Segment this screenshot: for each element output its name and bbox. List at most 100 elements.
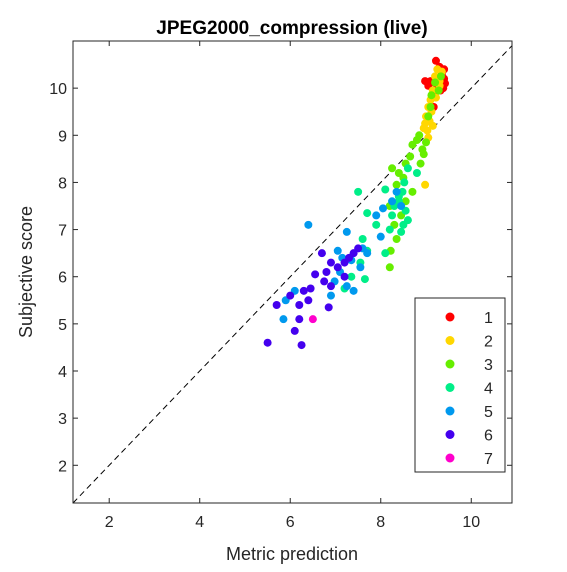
data-point — [381, 185, 390, 194]
data-points — [263, 56, 450, 350]
data-point — [408, 187, 417, 196]
data-point — [317, 249, 326, 258]
data-point — [388, 164, 397, 173]
data-point — [297, 341, 306, 350]
data-point — [436, 72, 445, 81]
y-tick-label: 5 — [58, 317, 67, 334]
data-point — [427, 91, 436, 100]
data-point — [392, 180, 401, 189]
y-tick-label: 4 — [58, 364, 67, 381]
data-point — [342, 282, 351, 291]
data-point — [431, 56, 440, 65]
data-point — [403, 164, 412, 173]
data-point — [392, 187, 401, 196]
data-point — [322, 268, 331, 276]
data-point — [340, 272, 349, 281]
data-point — [286, 291, 295, 300]
data-point — [388, 197, 397, 206]
data-point — [290, 326, 299, 335]
series-3 — [385, 72, 445, 272]
data-point — [421, 180, 430, 189]
data-point — [363, 209, 372, 218]
data-point — [279, 315, 288, 324]
x-tick-label: 4 — [195, 514, 204, 531]
data-point — [304, 220, 313, 229]
data-point — [400, 178, 409, 187]
data-point — [385, 225, 394, 234]
data-point — [397, 227, 406, 236]
data-point — [431, 78, 440, 87]
data-point — [326, 258, 335, 267]
y-tick-label: 3 — [58, 411, 67, 428]
data-point — [324, 303, 333, 312]
series-7 — [308, 315, 317, 324]
data-point — [356, 263, 365, 272]
y-tick-label: 8 — [58, 175, 67, 192]
data-point — [272, 301, 281, 309]
data-point — [428, 121, 437, 130]
data-point — [349, 286, 358, 295]
data-point — [412, 169, 421, 177]
data-point — [408, 140, 417, 149]
series-6 — [263, 244, 363, 350]
data-point — [381, 249, 390, 258]
y-tick-label: 10 — [49, 81, 67, 98]
legend-marker — [445, 359, 455, 369]
y-tick-label: 9 — [58, 128, 67, 145]
legend-marker — [445, 336, 455, 345]
x-tick-label: 2 — [105, 514, 114, 531]
data-point — [426, 103, 435, 111]
legend-marker — [445, 430, 455, 439]
legend-label: 4 — [484, 381, 493, 398]
data-point — [333, 263, 342, 272]
data-point — [358, 235, 367, 243]
x-axis-ticks: 2 4 6 8 10 — [105, 41, 480, 531]
legend-label: 1 — [484, 310, 493, 327]
data-point — [397, 202, 406, 210]
data-point — [263, 338, 272, 347]
x-tick-label: 10 — [462, 514, 480, 531]
data-point — [306, 284, 315, 293]
data-point — [295, 301, 304, 309]
legend: 1 2 3 4 5 6 7 — [414, 297, 506, 473]
data-point — [333, 246, 342, 255]
legend-label: 3 — [484, 357, 493, 374]
data-point — [376, 232, 385, 241]
series-4 — [340, 164, 421, 293]
x-axis-label: Metric prediction — [226, 544, 358, 564]
data-point — [416, 159, 425, 168]
data-point — [406, 152, 415, 161]
data-point — [326, 291, 335, 300]
y-tick-label: 7 — [58, 223, 67, 240]
data-point — [419, 150, 428, 159]
legend-box — [414, 297, 506, 473]
legend-label: 6 — [484, 428, 493, 445]
y-axis-label: Subjective score — [16, 206, 36, 338]
x-tick-label: 6 — [286, 514, 295, 531]
data-point — [392, 235, 401, 243]
data-point — [422, 138, 431, 147]
data-point — [320, 277, 329, 286]
legend-label: 7 — [484, 451, 493, 468]
data-point — [399, 220, 408, 229]
data-point — [347, 272, 356, 281]
legend-marker — [445, 406, 455, 416]
data-point — [434, 86, 443, 95]
data-point — [385, 263, 394, 272]
data-point — [295, 315, 304, 324]
data-point — [388, 211, 397, 220]
data-point — [299, 286, 308, 295]
legend-marker — [445, 453, 455, 463]
data-point — [372, 211, 381, 220]
series-5 — [279, 187, 406, 324]
chart-title: JPEG2000_compression (live) — [156, 18, 427, 39]
legend-label: 2 — [484, 334, 493, 351]
y-tick-label: 6 — [58, 270, 67, 287]
data-point — [304, 296, 313, 305]
data-point — [419, 124, 428, 133]
x-tick-label: 8 — [376, 514, 385, 531]
data-point — [311, 270, 320, 279]
data-point — [379, 204, 388, 213]
